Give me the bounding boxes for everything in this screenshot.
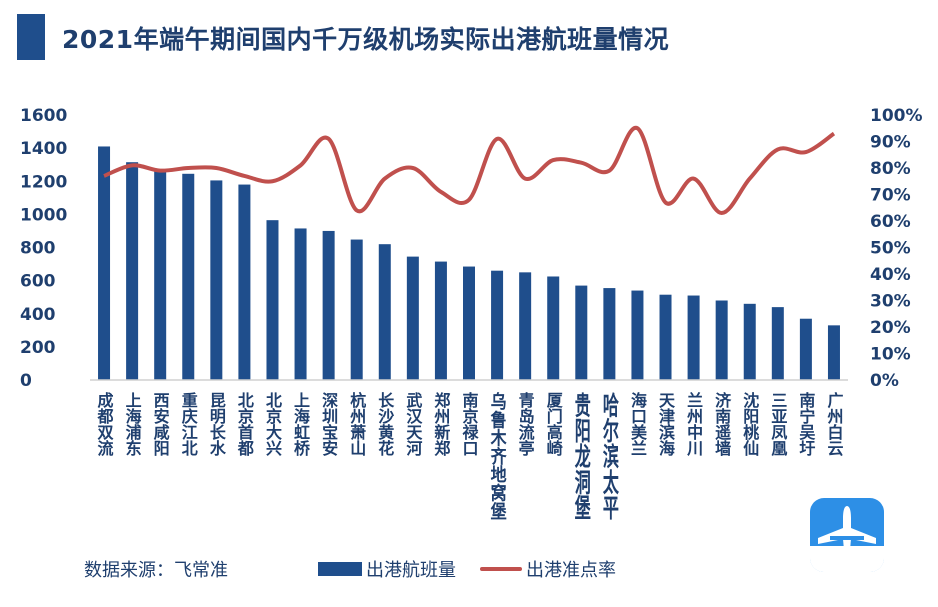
x-tick-label: 哈尔滨太平	[600, 391, 620, 522]
bar-10	[378, 244, 391, 380]
bar-16	[547, 276, 560, 380]
x-tick-label: 南京禄口	[460, 391, 479, 456]
x-tick-label: 武汉天河	[403, 391, 422, 457]
x-tick-label: 上海浦东	[123, 392, 142, 457]
bar-4	[210, 180, 223, 380]
x-tick-label: 西安咸阳	[151, 392, 170, 457]
y-left-tick-label: 0	[20, 371, 32, 391]
x-tick-label: 天津滨海	[656, 392, 675, 457]
legend-swatch-bar	[318, 562, 362, 576]
y-left-tick-label: 200	[20, 338, 56, 358]
y-right-tick-label: 100%	[870, 106, 923, 126]
x-tick-label: 长沙黄花	[375, 391, 394, 456]
y-right-tick-label: 10%	[870, 345, 911, 365]
bar-6	[266, 220, 279, 380]
y-right-tick-label: 60%	[870, 212, 911, 232]
bar-1	[126, 162, 139, 380]
bar-24	[771, 307, 784, 380]
y-right-tick-label: 0%	[870, 371, 899, 391]
bar-18	[603, 288, 616, 380]
x-tick-label: 深圳宝安	[319, 391, 338, 457]
x-tick-label: 沈阳桃仙	[740, 391, 759, 457]
bar-17	[575, 285, 588, 380]
x-tick-label: 北京大兴	[263, 392, 282, 457]
y-right-tick-label: 50%	[870, 239, 911, 259]
y-right-tick-label: 40%	[870, 265, 911, 285]
y-right-tick-label: 90%	[870, 133, 911, 153]
bar-22	[715, 300, 728, 380]
x-tick-label: 广州白云	[824, 391, 844, 457]
y-left-tick-label: 1400	[20, 139, 67, 159]
x-tick-label: 上海虹桥	[291, 392, 310, 457]
x-tick-label: 青岛流亭	[516, 391, 535, 457]
legend-item-bar: 出港航班量	[318, 556, 456, 582]
x-tick-label: 北京首都	[235, 392, 255, 457]
bar-2	[154, 170, 167, 380]
x-tick-label: 三亚凤凰	[768, 392, 787, 457]
bar-15	[519, 272, 532, 380]
title-accent-bar	[17, 14, 45, 60]
x-tick-label: 杭州萧山	[347, 391, 367, 456]
y-left-tick-label: 400	[20, 305, 56, 325]
y-left-tick-label: 1600	[20, 106, 67, 126]
legend-label-bar: 出港航班量	[366, 560, 456, 581]
bar-19	[631, 290, 644, 380]
bar-25	[799, 318, 812, 380]
y-right-tick-label: 20%	[870, 318, 911, 338]
y-left-tick-label: 600	[20, 272, 56, 292]
y-right-tick-label: 80%	[870, 159, 911, 179]
bar-23	[743, 303, 756, 380]
y-left-tick-label: 1000	[20, 205, 67, 225]
bar-12	[434, 261, 447, 380]
legend-label-line: 出港准点率	[526, 560, 616, 581]
bar-5	[238, 184, 251, 380]
x-tick-label: 乌鲁木齐地窝堡	[488, 391, 508, 520]
y-left-tick-label: 800	[20, 239, 56, 259]
bar-7	[294, 228, 307, 380]
x-tick-label: 兰州中川	[684, 391, 704, 457]
y-left-tick-label: 1200	[20, 172, 67, 192]
bar-0	[98, 146, 111, 380]
x-tick-label: 郑州新郑	[431, 391, 451, 457]
legend-swatch-line	[480, 567, 522, 571]
y-right-tick-label: 30%	[870, 292, 911, 312]
x-tick-label: 济南遥墙	[712, 391, 731, 457]
bar-20	[659, 294, 672, 380]
x-tick-label: 成都双流	[95, 391, 115, 457]
data-source-note: 数据来源：飞常准	[84, 560, 228, 581]
bar-13	[463, 266, 475, 380]
x-tick-label: 贵阳龙洞堡	[572, 391, 592, 521]
bar-21	[687, 295, 700, 380]
x-tick-label: 昆明长水	[207, 392, 226, 457]
bar-3	[182, 173, 195, 380]
x-tick-label: 南宁吴圩	[796, 391, 815, 457]
x-tick-label: 海口美兰	[628, 391, 647, 456]
chart-title: 2021年端午期间国内千万级机场实际出港航班量情况	[62, 25, 670, 54]
airplane-icon	[810, 498, 884, 572]
bar-26	[827, 325, 840, 380]
legend-item-line: 出港准点率	[480, 556, 616, 582]
legend: 出港航班量 出港准点率	[318, 556, 640, 582]
y-right-tick-label: 70%	[870, 186, 911, 206]
bar-14	[491, 270, 504, 380]
bar-8	[322, 230, 335, 380]
x-tick-label: 厦门高崎	[544, 392, 563, 457]
bar-11	[406, 256, 419, 380]
series-line-on-time-rate	[103, 126, 836, 216]
bar-9	[350, 239, 363, 380]
x-tick-label: 重庆江北	[179, 391, 199, 456]
